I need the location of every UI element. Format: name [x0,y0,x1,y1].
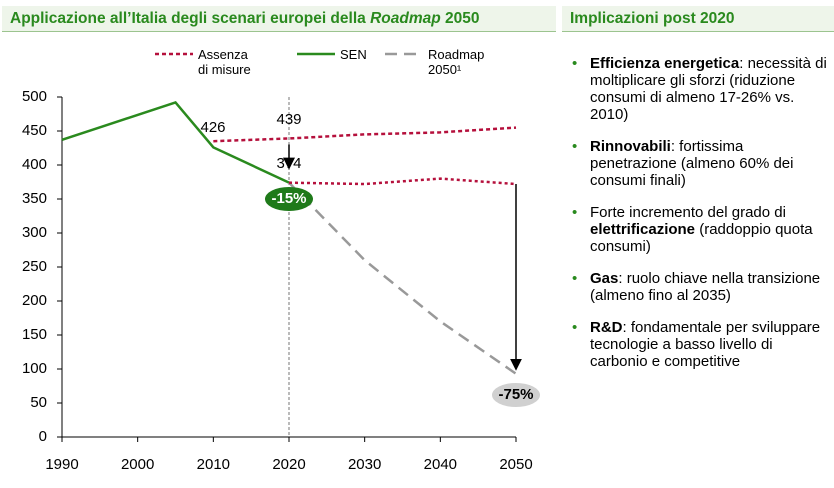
y-tick-label: 450 [22,122,47,139]
legend-label: Roadmap 2050¹ [428,47,485,77]
bullet-text: : fondamentale per sviluppare tecnologie… [590,319,821,370]
bullet-text: : ruolo chiave nella transizione (almeno… [590,270,821,304]
series-line [288,181,517,375]
y-tick-label: 250 [22,258,47,275]
y-tick-label: 100 [22,360,47,377]
bullet-text: Forte incremento del grado di [590,204,786,221]
title-part: Applicazione all’Italia degli scenari eu… [10,10,371,27]
bullet-text: Rinnovabili [590,138,671,155]
x-tick-label: 2050 [499,456,532,473]
series-line [288,177,517,186]
annotation: 439 [276,111,301,128]
bullet: R&D: fondamentale per sviluppare tecnolo… [568,319,833,370]
bullet-list: Efficienza energetica: necessità di molt… [568,55,833,385]
annotation: -15% [271,190,306,207]
y-tick-label: 500 [22,88,47,105]
annotation: 426 [200,119,225,136]
title-part: 2050 [440,10,480,27]
bullet-text: : fortissima penetrazione (almeno 60% de… [590,138,794,189]
y-tick-label: 350 [22,190,47,207]
y-tick-label: 0 [39,428,47,445]
y-tick-label: 300 [22,224,47,241]
annotation: 374 [276,155,301,172]
bullet-text: R&D [590,319,623,336]
bullet: Efficienza energetica: necessità di molt… [568,55,833,123]
x-tick-label: 2010 [197,456,230,473]
bullet: Gas: ruolo chiave nella transizione (alm… [568,270,833,304]
x-tick-label: 2000 [121,456,154,473]
panel-title: Implicazioni post 2020 [562,6,834,32]
annotation-badge [492,383,540,407]
y-tick-label: 50 [30,394,47,411]
title-part: Roadmap [370,10,441,27]
y-tick-label: 200 [22,292,47,309]
x-tick-label: 1990 [45,456,78,473]
series-line [213,126,517,143]
annotation: -75% [498,386,533,403]
x-tick-label: 2040 [424,456,457,473]
x-tick-label: 2020 [272,456,305,473]
legend-label: Assenza di misure [198,47,251,77]
y-tick-label: 150 [22,326,47,343]
bullet-text: Efficienza energetica [590,55,740,72]
bullet-text: elettrificazione [590,221,696,238]
bullet-text: (raddoppio quota consumi) [590,221,813,255]
chart-title: Applicazione all’Italia degli scenari eu… [2,6,556,32]
legend-label: SEN [340,47,367,62]
x-tick-label: 2030 [348,456,381,473]
annotation-badge [265,187,313,211]
series-line [61,100,290,184]
y-tick-label: 400 [22,156,47,173]
bullet-text: Gas [590,270,619,287]
bullet: Rinnovabili: fortissima penetrazione (al… [568,138,833,189]
bullet-text: : necessità di moltiplicare gli sforzi (… [590,55,827,123]
bullet: Forte incremento del grado di elettrific… [568,204,833,255]
